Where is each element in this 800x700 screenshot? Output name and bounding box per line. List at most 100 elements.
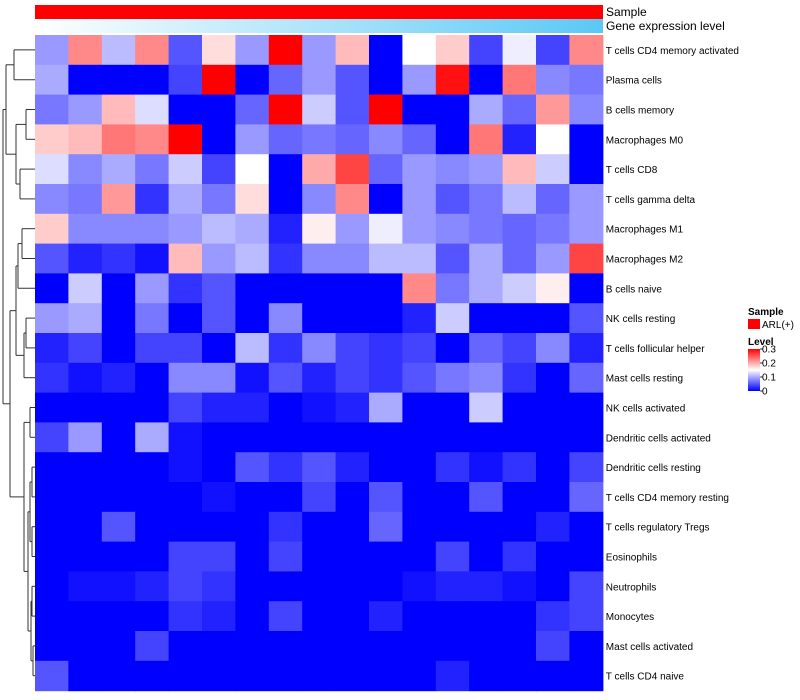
heatmap-cell — [502, 660, 537, 692]
heatmap-cell — [135, 243, 170, 274]
heatmap-cell — [202, 154, 236, 185]
heatmap-cell — [101, 631, 136, 662]
heatmap-cell — [135, 64, 170, 96]
heatmap-cell — [101, 422, 136, 453]
heatmap-cell — [302, 601, 337, 632]
heatmap-cell — [335, 184, 370, 215]
heatmap-cell — [135, 124, 170, 155]
heatmap-cell — [536, 273, 570, 304]
heatmap-cell — [502, 511, 537, 543]
heatmap-cell — [168, 392, 203, 423]
heatmap-cell — [101, 452, 136, 483]
heatmap-cell — [35, 213, 69, 245]
heatmap-cell — [369, 273, 403, 304]
heatmap-cell — [101, 124, 136, 155]
heatmap-cell — [101, 482, 136, 513]
row-label: Dendritic cells activated — [606, 433, 711, 444]
heatmap-cell — [536, 392, 570, 423]
heatmap-cell — [435, 94, 470, 125]
heatmap-cell — [335, 452, 370, 483]
heatmap-cell — [168, 571, 203, 602]
heatmap-cell — [235, 601, 270, 632]
heatmap-cell — [536, 482, 570, 513]
row-label: T cells CD4 memory resting — [606, 493, 729, 504]
heatmap-cell — [202, 392, 236, 423]
heatmap-cell — [402, 571, 437, 602]
heatmap-cell — [202, 362, 236, 394]
heatmap-cell — [502, 392, 537, 423]
heatmap-cell — [35, 154, 69, 185]
heatmap-cell — [202, 452, 236, 483]
heatmap-cell — [469, 482, 504, 513]
heatmap-cell — [569, 571, 604, 602]
heatmap-cell — [536, 511, 570, 543]
heatmap-cell — [35, 184, 69, 215]
heatmap-cell — [335, 94, 370, 125]
heatmap-cell — [435, 452, 470, 483]
row-label: Plasma cells — [606, 76, 662, 87]
heatmap-cell — [402, 333, 437, 364]
row-label: Dendritic cells resting — [606, 463, 701, 474]
heatmap-cell — [502, 35, 537, 66]
row-label: Mast cells activated — [606, 642, 693, 653]
heatmap-cell — [502, 94, 537, 125]
sample-annotation-bar — [35, 5, 603, 19]
heatmap-cell — [402, 541, 437, 572]
heatmap-cell — [569, 303, 604, 334]
heatmap-cell — [101, 213, 136, 245]
heatmap-cell — [435, 273, 470, 304]
heatmap-cell — [369, 303, 403, 334]
heatmap-cell — [235, 362, 270, 394]
heatmap-cell — [435, 35, 470, 66]
heatmap-cell — [302, 392, 337, 423]
heatmap-cell — [68, 124, 103, 155]
heatmap-cell — [569, 631, 604, 662]
heatmap-cell — [68, 243, 103, 274]
heatmap-cell — [435, 184, 470, 215]
heatmap-cell — [168, 362, 203, 394]
heatmap-cell — [369, 511, 403, 543]
legend-level-colorbar — [748, 349, 760, 391]
heatmap-cell — [101, 243, 136, 274]
heatmap-cell — [135, 422, 170, 453]
heatmap-cell — [469, 94, 504, 125]
heatmap-cell — [335, 362, 370, 394]
heatmap-cell — [235, 303, 270, 334]
heatmap-cell — [68, 482, 103, 513]
heatmap-cell — [502, 601, 537, 632]
heatmap-cell — [101, 94, 136, 125]
heatmap-cell — [469, 213, 504, 245]
heatmap-cell — [536, 94, 570, 125]
heatmap-cell — [202, 273, 236, 304]
heatmap-cell — [402, 660, 437, 692]
heatmap-cell — [202, 333, 236, 364]
heatmap-cell — [135, 392, 170, 423]
heatmap-cell — [569, 243, 604, 274]
heatmap-cell — [536, 35, 570, 66]
heatmap-cell — [435, 511, 470, 543]
heatmap-cell — [469, 362, 504, 394]
heatmap-cell — [469, 422, 504, 453]
heatmap-cell — [168, 452, 203, 483]
heatmap-cell — [235, 631, 270, 662]
heatmap-cell — [435, 64, 470, 96]
heatmap-cell — [302, 213, 337, 245]
row-label: T cells regulatory Tregs — [606, 523, 710, 534]
heatmap-cell — [402, 124, 437, 155]
heatmap-cell — [168, 601, 203, 632]
heatmap-cell — [268, 511, 303, 543]
row-labels: T cells CD4 memory activated Plasma cells… — [606, 46, 739, 683]
heatmap-cell — [135, 541, 170, 572]
heatmap-cell — [68, 660, 103, 692]
heatmap-cell — [68, 631, 103, 662]
heatmap-cell — [435, 333, 470, 364]
heatmap-cell — [402, 601, 437, 632]
legend-sample-entry: ARL(+) — [762, 320, 794, 331]
heatmap-cell — [235, 213, 270, 245]
heatmap-cell — [35, 124, 69, 155]
heatmap-cell — [168, 64, 203, 96]
heatmap-cell — [402, 243, 437, 274]
heatmap-cell — [536, 124, 570, 155]
heatmap-cell — [101, 184, 136, 215]
heatmap-cell — [135, 511, 170, 543]
